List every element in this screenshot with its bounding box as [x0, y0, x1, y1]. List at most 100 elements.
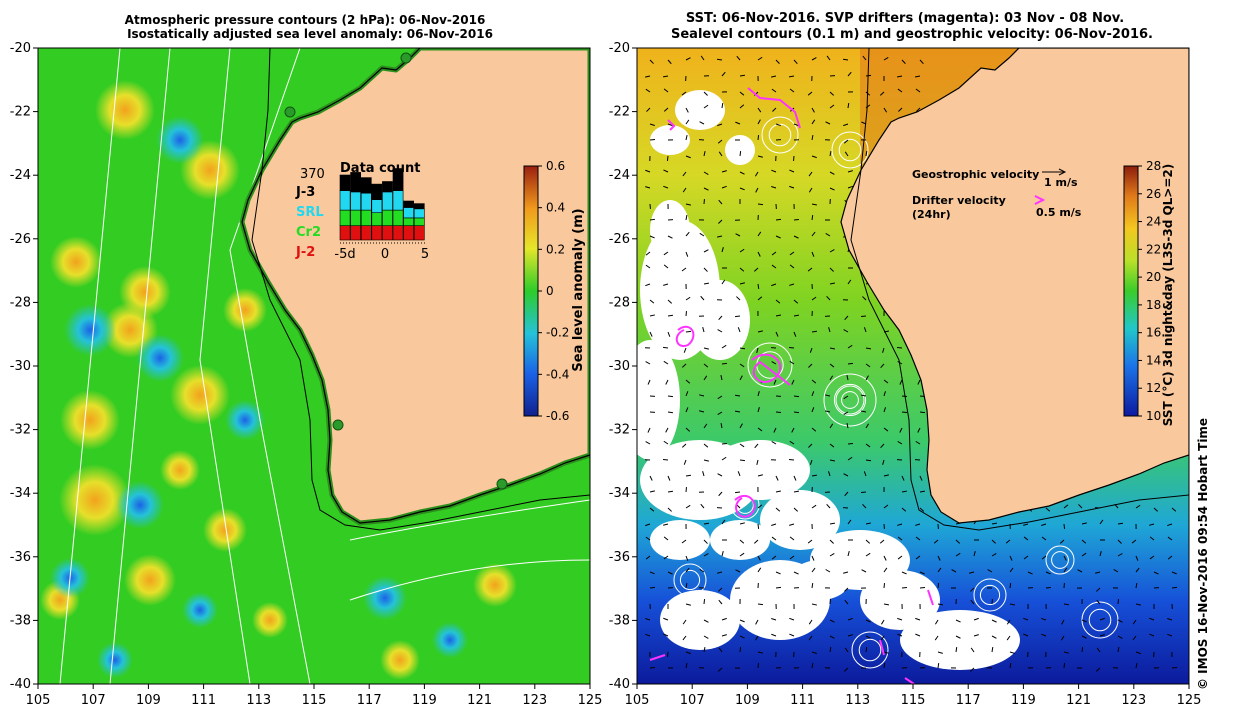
velocity-arrow	[829, 104, 835, 109]
velocity-arrow	[754, 267, 759, 272]
velocity-arrow	[703, 91, 708, 96]
sla-positive-anomaly	[170, 365, 230, 425]
velocity-arrow	[757, 283, 760, 290]
velocity-arrow	[915, 633, 921, 637]
histogram-bar-cr2	[371, 212, 383, 226]
velocity-arrow	[915, 617, 921, 621]
velocity-arrow	[721, 442, 728, 445]
velocity-arrow	[1135, 504, 1141, 509]
legend-item-j-2: J-2	[295, 245, 315, 260]
velocity-arrow	[861, 569, 867, 573]
velocity-arrow	[757, 330, 763, 333]
velocity-arrow	[755, 187, 759, 193]
velocity-arrow	[809, 459, 813, 465]
sla-negative-anomaly	[64, 304, 116, 356]
velocity-arrow	[1117, 598, 1119, 605]
velocity-arrow	[685, 407, 689, 413]
histogram-bar-srl	[403, 207, 415, 219]
velocity-arrow	[771, 361, 777, 365]
cloud-mask	[675, 90, 725, 130]
velocity-arrow	[808, 443, 813, 448]
velocity-arrow	[703, 646, 706, 653]
drifter-track	[734, 494, 756, 518]
velocity-arrow	[916, 107, 921, 112]
legend-item-cr2: Cr2	[296, 225, 321, 240]
histogram-bar-cr2	[403, 217, 415, 226]
velocity-arrow	[1171, 571, 1177, 575]
right-y-tick-label: -30	[609, 359, 630, 374]
velocity-arrow	[666, 155, 669, 162]
velocity-arrow	[721, 279, 726, 285]
velocity-arrow	[739, 267, 745, 272]
sea-level-contour	[768, 123, 792, 147]
histogram-bar-j-3	[403, 200, 415, 208]
velocity-arrow	[718, 315, 723, 321]
left-x-tick-label: 121	[467, 693, 492, 708]
left-x-tick-label: 115	[302, 693, 327, 708]
velocity-arrow	[915, 88, 921, 93]
velocity-arrow	[883, 427, 889, 432]
velocity-arrow	[703, 539, 708, 544]
velocity-arrow	[739, 646, 742, 653]
velocity-arrow	[703, 363, 709, 368]
velocity-arrow	[667, 507, 672, 512]
velocity-arrow	[682, 363, 687, 368]
velocity-arrow	[860, 410, 867, 413]
right-y-tick-label: -34	[609, 486, 630, 501]
tide-gauge-marker	[400, 52, 412, 64]
velocity-arrow	[703, 522, 710, 525]
velocity-arrow	[883, 391, 886, 397]
velocity-arrow	[969, 571, 975, 574]
histogram-bar-j-3	[392, 168, 404, 191]
velocity-arrow	[754, 443, 759, 449]
velocity-arrow	[757, 107, 762, 113]
sst-colorbar-tick-label: 22	[1146, 242, 1161, 256]
velocity-arrow	[811, 57, 817, 61]
velocity-arrow	[865, 443, 871, 448]
velocity-arrow	[663, 536, 669, 541]
velocity-arrow	[881, 619, 885, 625]
velocity-arrow	[773, 427, 777, 433]
velocity-arrow	[793, 507, 799, 512]
velocity-arrow	[649, 507, 655, 512]
velocity-arrow	[703, 459, 709, 462]
velocity-arrow	[757, 651, 763, 654]
velocity-arrow	[1167, 555, 1173, 560]
velocity-arrow	[1167, 523, 1173, 527]
velocity-arrow	[703, 282, 710, 285]
velocity-arrow	[811, 296, 817, 301]
velocity-arrow	[682, 635, 687, 641]
velocity-arrow	[901, 490, 908, 493]
velocity-arrow	[1167, 536, 1173, 541]
velocity-arrow	[825, 410, 831, 413]
right-y-tick-label: -38	[609, 613, 630, 628]
velocity-arrow	[717, 235, 723, 238]
velocity-arrow	[789, 264, 795, 269]
velocity-arrow	[883, 582, 886, 589]
velocity-arrow	[667, 571, 673, 575]
velocity-arrow	[901, 475, 905, 481]
velocity-arrow	[897, 88, 903, 93]
velocity-arrow	[754, 635, 759, 641]
velocity-arrow	[863, 471, 867, 477]
velocity-arrow	[739, 459, 746, 462]
tide-gauge-marker	[496, 478, 508, 490]
velocity-arrow	[970, 587, 975, 592]
left-y-tick-label: -34	[10, 486, 31, 501]
right-x-tick-label: 123	[1121, 693, 1146, 708]
velocity-arrow	[955, 539, 961, 544]
velocity-arrow	[807, 267, 813, 272]
velocity-arrow	[808, 635, 813, 641]
velocity-arrow	[667, 490, 674, 493]
velocity-arrow	[811, 119, 816, 125]
velocity-arrow	[1113, 568, 1119, 573]
velocity-arrow	[847, 344, 853, 349]
velocity-arrow	[793, 299, 799, 304]
velocity-arrow	[970, 647, 975, 653]
velocity-arrow	[1081, 552, 1087, 557]
velocity-arrow	[703, 443, 709, 448]
geo-velocity-scale: 1 m/s	[1044, 176, 1078, 189]
velocity-arrow	[663, 360, 669, 365]
velocity-arrow	[737, 471, 741, 477]
cloud-mask	[725, 135, 755, 165]
